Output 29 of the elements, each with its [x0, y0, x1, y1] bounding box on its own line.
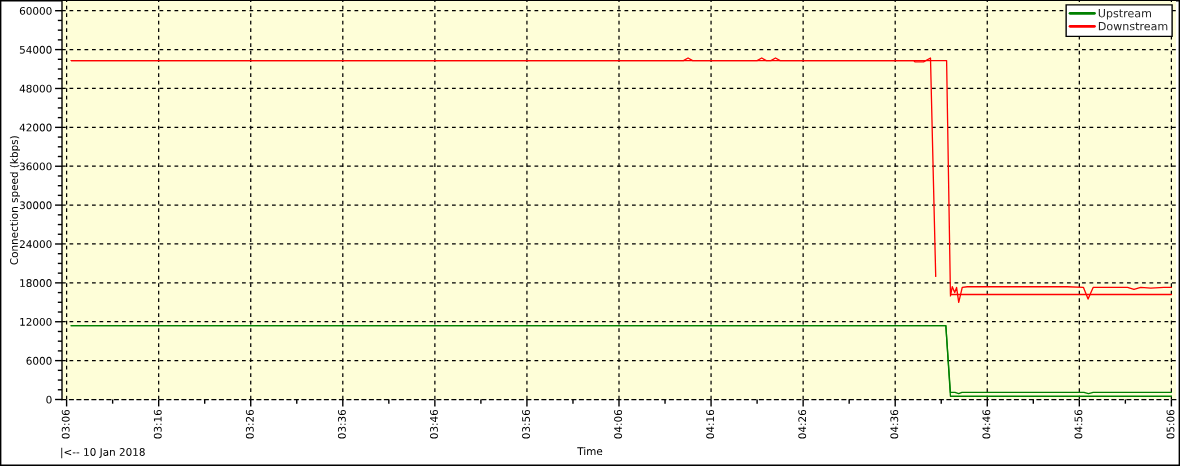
x-tick-label: 03:36 — [337, 409, 346, 439]
y-tick-label: 48000 — [19, 84, 52, 93]
x-tick-label: 03:06 — [61, 409, 70, 439]
y-tick-label: 42000 — [19, 123, 52, 132]
x-tick-label: 04:06 — [614, 409, 623, 439]
y-tick-label: 54000 — [19, 45, 52, 54]
x-axis-title: Time — [577, 447, 603, 456]
x-tick-label: 04:16 — [706, 409, 715, 439]
x-tick-label: 04:56 — [1074, 409, 1083, 439]
y-tick-label: 12000 — [20, 317, 52, 326]
x-tick-label: 05:06 — [1166, 409, 1175, 439]
x-tick-label: 03:46 — [430, 409, 438, 439]
x-tick-label: 04:36 — [890, 409, 899, 439]
y-tick-label: 60000 — [19, 6, 52, 15]
legend-label: Downstream — [1098, 22, 1168, 31]
x-tick-label: 03:16 — [153, 409, 162, 439]
x-tick-label: 04:26 — [798, 409, 807, 439]
x-tick-label: 03:26 — [245, 409, 254, 439]
y-axis-title: Connection speed (kbps) — [9, 136, 20, 265]
y-tick-label: 36000 — [19, 162, 52, 171]
text: |<-- 10 Jan 2018 — [61, 447, 145, 459]
x-tick-label: 04:46 — [982, 409, 991, 439]
legend-label: Upstream — [1098, 9, 1151, 20]
y-tick-label: 0 — [46, 395, 52, 404]
y-tick-label: 6000 — [26, 356, 52, 365]
x-tick-label: 03:56 — [522, 409, 530, 439]
y-tick-label: 30000 — [19, 201, 52, 210]
y-tick-label: 18000 — [20, 279, 52, 287]
y-tick-label: 24000 — [19, 240, 52, 249]
